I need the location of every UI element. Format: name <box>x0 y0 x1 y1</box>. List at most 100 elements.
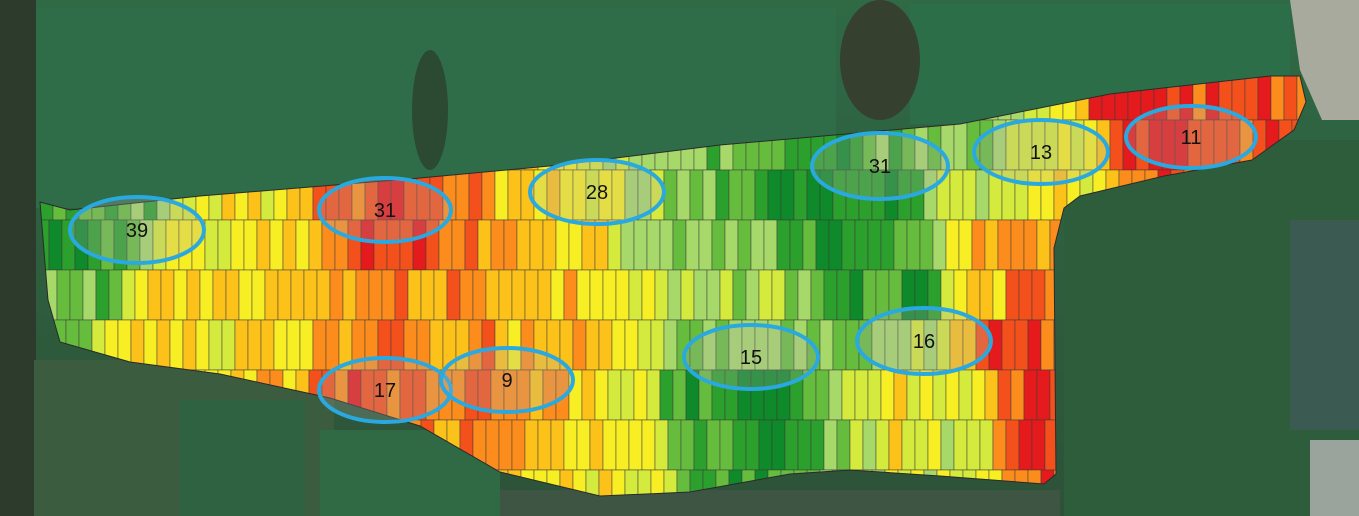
yield-cell <box>893 369 908 421</box>
zone-marker: 15 <box>682 323 820 391</box>
yield-cell <box>966 269 981 321</box>
yield-cell <box>992 419 1007 471</box>
yield-cell <box>589 419 604 471</box>
zone-label: 31 <box>869 156 891 178</box>
yield-cell <box>195 319 210 371</box>
zone-marker: 13 <box>972 118 1110 186</box>
zone-ellipse <box>682 323 820 391</box>
yield-cell <box>823 269 838 321</box>
yield-cell <box>893 219 908 271</box>
yield-cell <box>121 269 136 321</box>
yield-cell <box>832 319 847 371</box>
yield-cell <box>108 269 123 321</box>
yield-cell <box>325 319 340 371</box>
yield-cell <box>654 269 669 321</box>
yield-cell <box>741 169 756 221</box>
yield-cell <box>810 419 825 471</box>
yield-cell <box>602 269 617 321</box>
yield-cell <box>48 219 63 271</box>
yield-cell <box>966 419 981 471</box>
yield-cell <box>494 169 509 221</box>
yield-cell <box>615 419 630 471</box>
yield-cell <box>719 269 734 321</box>
yield-cell <box>984 219 999 271</box>
yield-cell <box>841 369 856 421</box>
yield-cell <box>134 269 149 321</box>
yield-cell <box>698 219 713 271</box>
yield-cell <box>381 269 396 321</box>
yield-cell <box>862 419 877 471</box>
yield-cell <box>758 419 773 471</box>
yield-cell <box>628 419 643 471</box>
yield-cell <box>663 169 678 221</box>
yield-cell <box>849 419 864 471</box>
yield-cell <box>854 369 869 421</box>
yield-cell <box>589 269 604 321</box>
yield-cell <box>342 269 357 321</box>
yield-cell <box>221 319 236 371</box>
zone-ellipse <box>1124 104 1258 170</box>
yield-cell <box>1283 76 1298 121</box>
yield-cell <box>745 269 760 321</box>
yield-cell <box>225 269 240 321</box>
yield-cell <box>537 419 552 471</box>
yield-cell <box>689 169 704 221</box>
zone-marker: 28 <box>528 158 666 226</box>
yield-cell <box>199 269 214 321</box>
yield-cell <box>979 269 994 321</box>
yield-cell <box>485 269 500 321</box>
yield-cell <box>212 269 227 321</box>
zone-marker: 39 <box>68 195 206 265</box>
yield-cell <box>1010 369 1025 421</box>
yield-cell <box>654 419 669 471</box>
yield-cell <box>1005 269 1020 321</box>
yield-cell <box>251 269 266 321</box>
yield-cell <box>286 319 301 371</box>
yield-cell <box>204 219 219 271</box>
yield-cell <box>836 269 851 321</box>
zone-ellipse <box>317 356 453 424</box>
yield-cell <box>156 319 171 371</box>
zone-ellipse <box>810 131 950 201</box>
yield-cell <box>217 219 232 271</box>
yield-cell <box>979 419 994 471</box>
yield-cell <box>628 269 643 321</box>
yield-cell <box>95 269 110 321</box>
yield-cell <box>1040 319 1055 371</box>
yield-cell <box>303 269 318 321</box>
yield-cell <box>524 419 539 471</box>
yield-cell <box>875 419 890 471</box>
yield-cell <box>685 219 700 271</box>
zone-marker: 31 <box>317 176 453 244</box>
yield-cell <box>459 269 474 321</box>
yield-cell <box>637 319 652 371</box>
yield-cell <box>607 219 622 271</box>
zone-marker: 11 <box>1124 104 1258 170</box>
yield-cell <box>1109 119 1124 171</box>
yield-cell <box>711 219 726 271</box>
yield-cell <box>429 319 444 371</box>
yield-cell <box>997 369 1012 421</box>
zone-ellipse <box>317 176 453 244</box>
zone-ellipse <box>855 306 993 376</box>
yield-cell <box>477 219 492 271</box>
yield-cell <box>646 219 661 271</box>
yield-cell <box>789 219 804 271</box>
yield-cell <box>1031 269 1046 321</box>
yield-cell <box>407 269 422 321</box>
yield-cell <box>906 219 921 271</box>
yield-cell <box>797 419 812 471</box>
yield-cell <box>173 269 188 321</box>
yield-cell <box>1010 219 1025 271</box>
yield-cell <box>958 219 973 271</box>
yield-cell <box>940 419 955 471</box>
yield-cell <box>620 369 635 421</box>
yield-cell <box>949 169 964 221</box>
yield-cell <box>238 269 253 321</box>
yield-cell <box>745 419 760 471</box>
yield-cell <box>472 269 487 321</box>
yield-cell <box>1001 319 1016 371</box>
yield-cell <box>260 319 275 371</box>
yield-cell <box>706 269 721 321</box>
